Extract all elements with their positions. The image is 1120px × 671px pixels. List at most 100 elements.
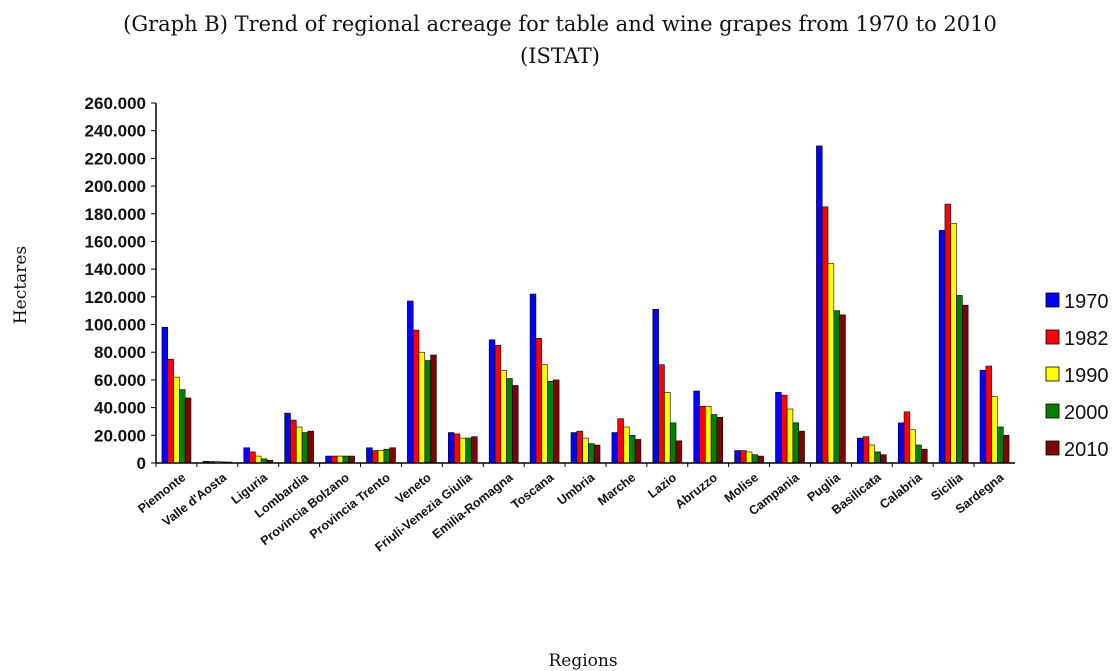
- bar-1970-molise: [734, 450, 741, 464]
- bar-2010-campania: [798, 430, 805, 464]
- bar-2000-abruzzo: [710, 414, 718, 464]
- bar-1982-molise: [740, 450, 747, 464]
- bar-1990-sicilia: [950, 223, 957, 464]
- bar-1970-toscana: [529, 293, 537, 464]
- x-tick-label: Marche: [595, 470, 638, 508]
- bar-1982-sardegna: [985, 365, 992, 464]
- bar-2010-sardegna: [1002, 435, 1010, 464]
- bar-2010-provincia-trento: [389, 447, 396, 464]
- y-tick-label: 260.000: [85, 94, 146, 113]
- bar-1982-puglia: [821, 206, 829, 464]
- bar-1990-sardegna: [991, 396, 998, 464]
- bar-1982-toscana: [535, 338, 542, 464]
- bar-1982-provincia-trento: [371, 450, 379, 464]
- bar-2000-toscana: [547, 381, 554, 464]
- bar-2010-emilia-romagna: [512, 385, 519, 464]
- y-axis-label: Hectares: [11, 246, 31, 324]
- bar-1982-campania: [781, 394, 788, 464]
- bar-2000-sardegna: [997, 426, 1004, 464]
- bar-1990-abruzzo: [705, 405, 712, 464]
- bar-2000-lombardia: [301, 432, 309, 464]
- bar-1990-friuli-venezia-giulia: [459, 437, 466, 464]
- legend-label-1982: 1982: [1064, 328, 1109, 350]
- bar-1982-basilicata: [862, 436, 870, 464]
- bar-1970-sardegna: [979, 369, 987, 464]
- bar-1982-sicilia: [944, 203, 952, 464]
- y-tick-label: 120.000: [85, 288, 146, 307]
- y-tick-label: 140.000: [85, 260, 146, 279]
- y-tick-label: 240.000: [85, 122, 146, 141]
- legend-swatch-2010: [1045, 440, 1060, 456]
- bar-1990-molise: [745, 451, 753, 464]
- bar-1970-abruzzo: [693, 390, 700, 464]
- legend-swatch-1970: [1045, 292, 1060, 308]
- bar-1990-provincia-bolzano: [336, 455, 344, 464]
- bar-1990-piemonte: [173, 376, 180, 464]
- bar-1990-lazio: [664, 392, 671, 464]
- bar-2010-provincia-bolzano: [348, 455, 355, 464]
- bar-2010-lombardia: [307, 430, 314, 464]
- bar-1990-provincia-trento: [377, 450, 385, 464]
- bar-2000-sicilia: [956, 295, 963, 464]
- y-tick-label: 0: [137, 454, 146, 473]
- bar-1982-provincia-bolzano: [331, 455, 338, 464]
- y-tick-label: 60.000: [94, 371, 146, 390]
- bar-1982-calabria: [903, 411, 911, 464]
- bar-2000-calabria: [915, 444, 922, 464]
- legend-swatch-1990: [1045, 366, 1060, 382]
- y-tick-label: 80.000: [94, 343, 146, 362]
- bar-1970-sicilia: [938, 230, 946, 464]
- bar-2000-campania: [792, 422, 800, 464]
- bar-1990-calabria: [909, 429, 916, 464]
- bar-1982-abruzzo: [699, 405, 706, 464]
- bar-2000-emilia-romagna: [506, 378, 513, 464]
- chart-title: (Graph B) Trend of regional acreage for …: [123, 12, 997, 36]
- bar-2000-piemonte: [179, 389, 186, 464]
- bar-1982-piemonte: [167, 358, 174, 464]
- bar-1982-lombardia: [290, 419, 297, 464]
- bar-1982-lazio: [658, 364, 665, 464]
- bar-1970-provincia-trento: [366, 447, 373, 464]
- bar-1990-marche: [623, 426, 630, 464]
- bar-1982-marche: [617, 418, 624, 464]
- bar-1982-friuli-venezia-giulia: [453, 433, 461, 464]
- bar-2010-sicilia: [962, 304, 969, 464]
- x-tick-label: Calabria: [877, 470, 925, 512]
- bar-1990-puglia: [827, 263, 835, 464]
- bar-2000-puglia: [833, 310, 840, 464]
- x-axis-label: Regions: [548, 651, 617, 671]
- y-tick-label: 180.000: [85, 205, 146, 224]
- bar-1982-umbria: [576, 430, 583, 464]
- bar-2010-piemonte: [184, 397, 192, 464]
- bar-2010-veneto: [430, 354, 437, 464]
- bar-1990-basilicata: [868, 444, 876, 464]
- bar-2010-calabria: [921, 448, 928, 464]
- bar-2010-puglia: [839, 314, 846, 464]
- bar-1982-veneto: [412, 329, 420, 464]
- bar-1990-toscana: [541, 364, 548, 464]
- bar-1970-lazio: [652, 309, 659, 464]
- bar-1990-emilia-romagna: [500, 369, 507, 464]
- y-tick-label: 200.000: [85, 177, 146, 196]
- bar-1970-marche: [611, 432, 619, 464]
- bar-2000-basilicata: [874, 451, 881, 464]
- bar-1970-umbria: [570, 432, 578, 464]
- bar-1970-piemonte: [161, 327, 169, 464]
- bar-1990-umbria: [582, 437, 589, 464]
- bar-2000-molise: [751, 454, 759, 464]
- bar-2010-friuli-venezia-giulia: [471, 436, 478, 464]
- bar-1970-campania: [775, 392, 782, 464]
- y-tick-label: 160.000: [85, 232, 146, 251]
- bar-2010-abruzzo: [716, 417, 724, 464]
- bar-1970-calabria: [897, 422, 905, 464]
- legend-swatch-2000: [1045, 403, 1060, 419]
- legend-label-1990: 1990: [1064, 365, 1109, 387]
- x-tick-label: Umbria: [555, 470, 598, 508]
- bar-2000-veneto: [424, 360, 431, 464]
- bar-2010-umbria: [593, 444, 601, 464]
- bar-2000-friuli-venezia-giulia: [465, 437, 472, 464]
- bar-1970-veneto: [407, 300, 414, 464]
- bar-2010-marche: [634, 439, 642, 464]
